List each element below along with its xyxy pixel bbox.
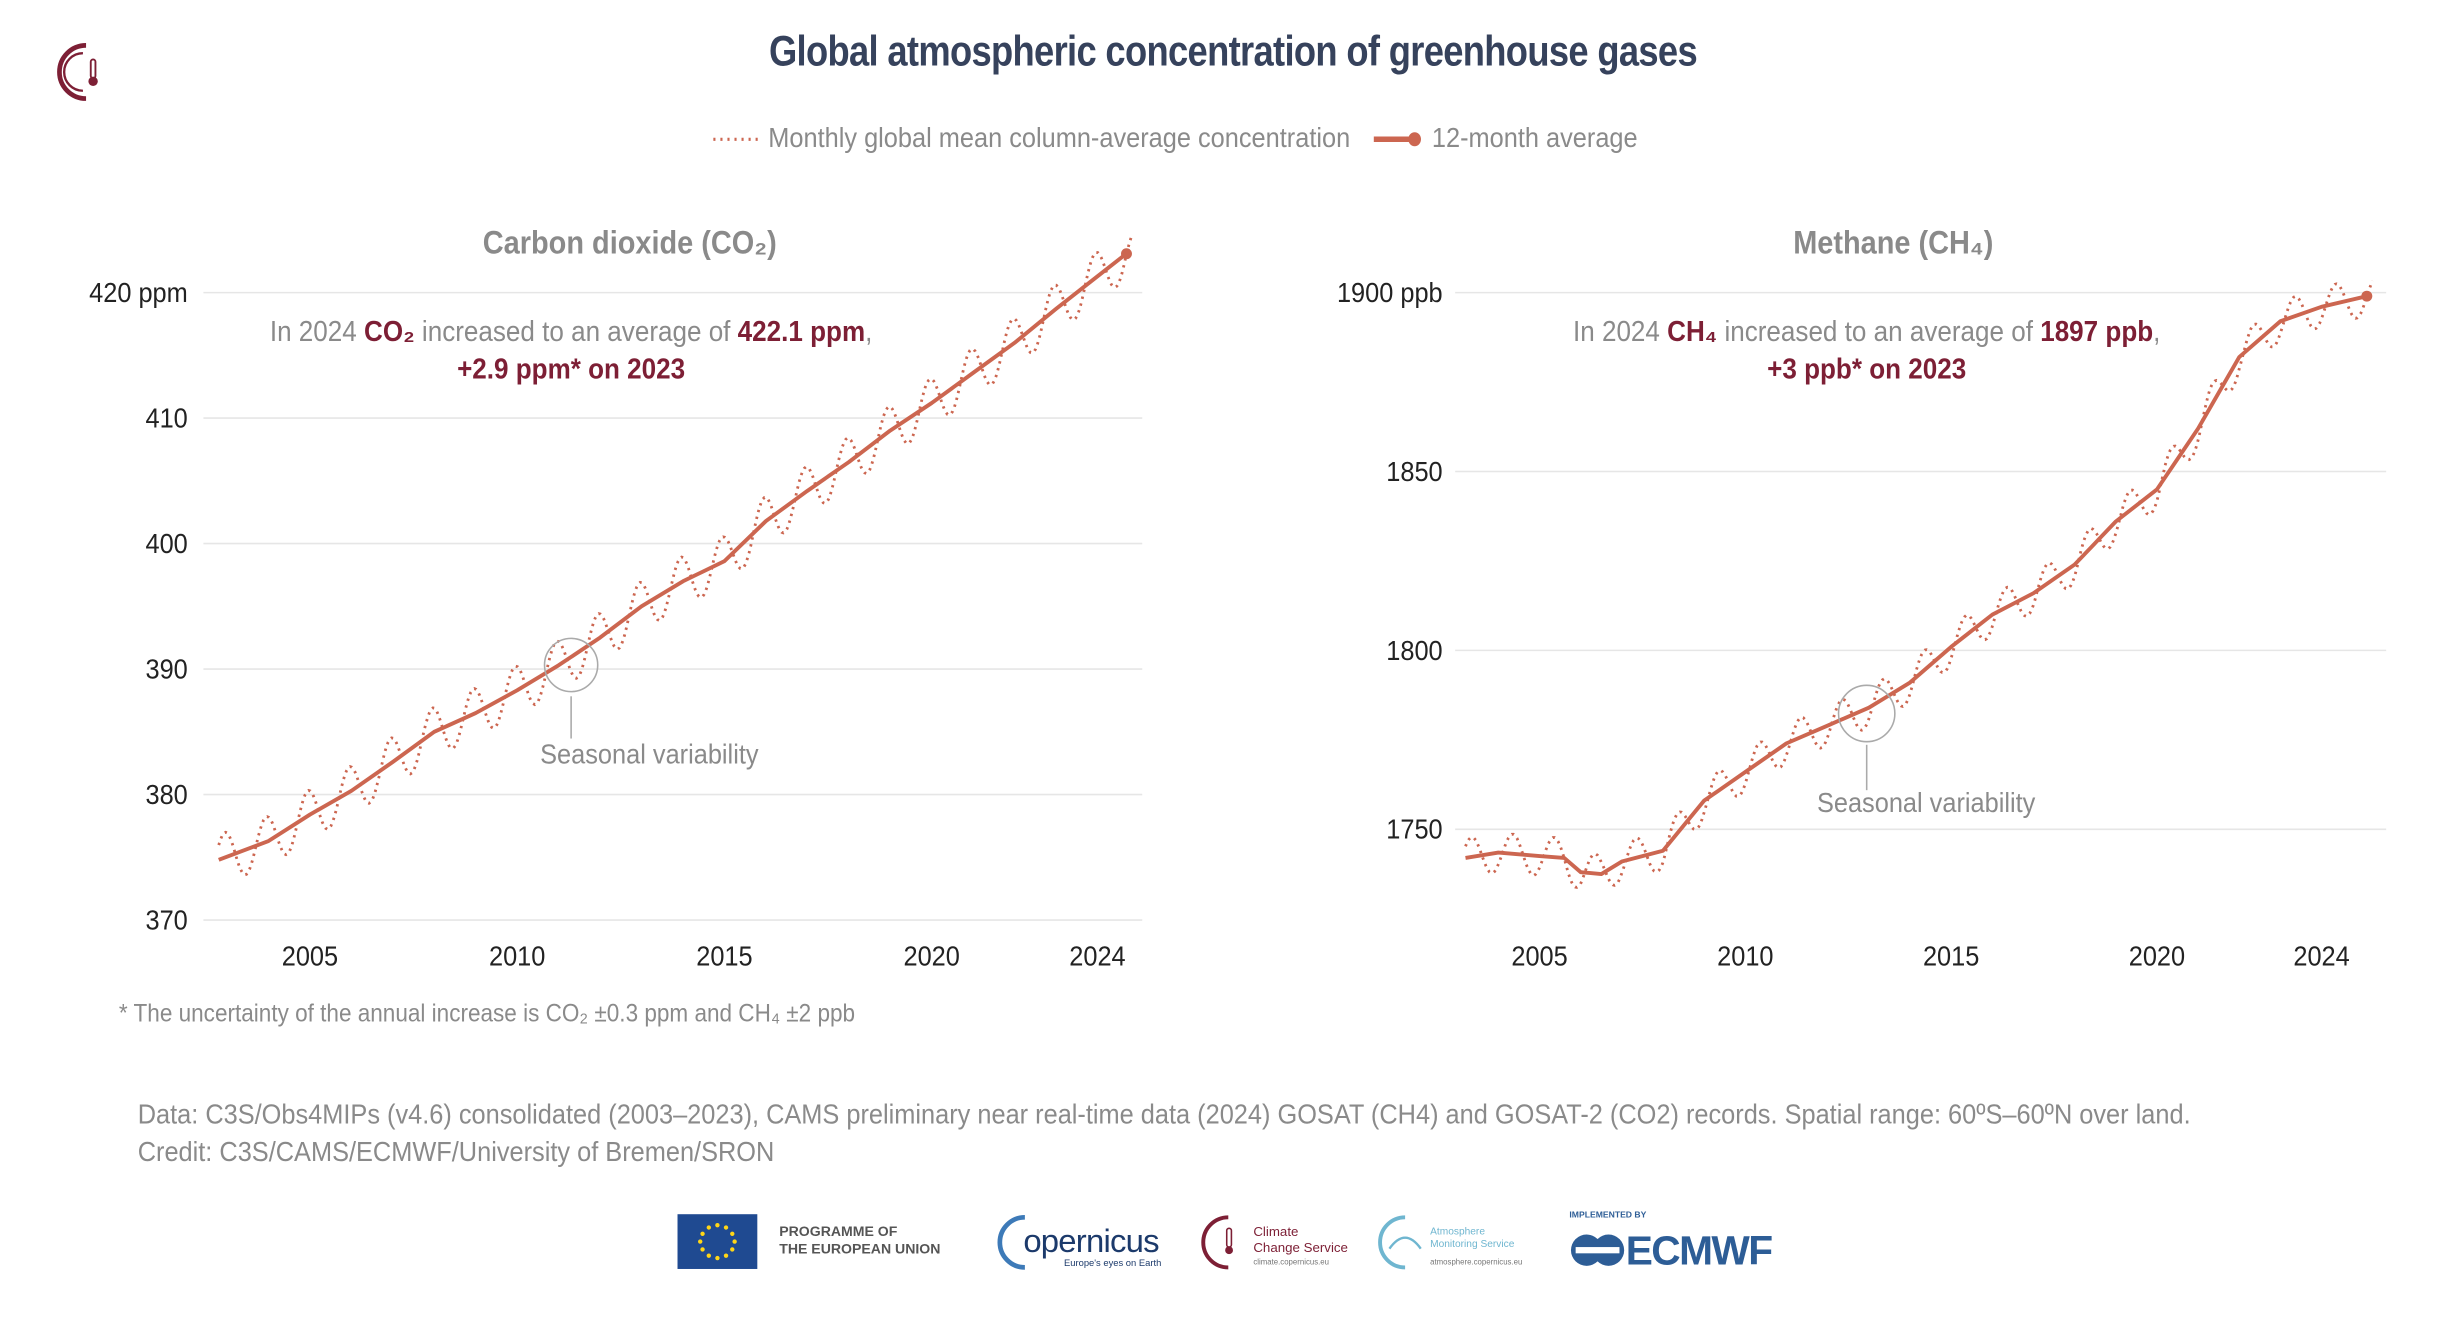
legend-average-label: 12-month average [1431,122,1638,154]
ch4-seasonal-label: Seasonal variability [1816,787,2036,819]
x-tick-label: 2005 [282,940,338,972]
monthly-series-line [217,233,1134,877]
annotation-increase: +2.9 ppm* on 2023 [457,352,686,385]
annotation-text: In 2024 [269,314,365,348]
y-tick-label: 400 [145,528,187,560]
y-tick-label: 1850 [1386,456,1442,488]
x-tick-label: 2010 [1717,940,1773,972]
ch4-chart-title: Methane (CH₄) [1793,225,1994,262]
annotation-text: , [865,314,873,348]
y-tick-label: 420 ppm [89,277,188,309]
c3s-line: Change Service [1253,1239,1348,1255]
x-tick-label: 2005 [1511,940,1567,972]
average-series-line [1465,294,2368,876]
legend: Monthly global mean column-average conce… [712,122,1638,155]
y-tick-label: 410 [145,402,187,434]
cams-url: atmosphere.copernicus.eu [1430,1258,1523,1268]
annotation-text: , [2153,314,2161,348]
c3s-url: climate.copernicus.eu [1253,1258,1329,1268]
ecmwf-symbol-icon [1570,1234,1625,1266]
ecmwf-implemented-by: IMPLEMENTED BY [1569,1211,1647,1221]
annotation-text: increased to an average of [1717,314,2041,348]
y-tick-label: 1900 ppb [1337,277,1443,309]
legend-solid-swatch [1374,131,1422,146]
ecmwf-wordmark: ECMWF [1625,1226,1773,1274]
annotation-value: 422.1 ppm [737,314,866,348]
data-source: Data: C3S/Obs4MIPs (v4.6) consolidated (… [137,1098,2191,1130]
seasonal-variability-circle [1837,684,1896,743]
latest-value-marker [2361,290,2373,302]
cams-line: Monitoring Service [1430,1239,1515,1251]
credit: Credit: C3S/CAMS/ECMWF/University of Bre… [137,1135,775,1168]
y-tick-label: 1800 [1386,635,1442,667]
annotation-value: 1897 ppb [2040,314,2154,348]
x-tick-label: 2015 [1923,940,1979,972]
y-tick-label: 380 [145,779,187,811]
co2-seasonal-label: Seasonal variability [540,738,759,770]
annotation-text: In 2024 [1572,314,1668,348]
eu-programme-logo: PROGRAMME OF THE EUROPEAN UNION [779,1224,940,1258]
x-tick-label: 2024 [2293,940,2349,972]
eu-text: THE EUROPEAN UNION [779,1240,941,1257]
x-tick-label: 2024 [1069,940,1125,972]
x-tick-label: 2020 [903,940,959,972]
x-tick-label: 2020 [2129,940,2185,972]
copernicus-tagline: Europe's eyes on Earth [1063,1259,1162,1269]
legend-dotted-swatch [713,136,759,141]
eu-text: PROGRAMME OF [779,1223,898,1240]
c3s-text: Climate Change Service [1253,1224,1348,1255]
cams-line: Atmosphere [1430,1226,1485,1238]
x-tick-label: 2010 [489,940,545,972]
y-tick-label: 390 [145,653,187,685]
eu-flag-icon [677,1214,758,1269]
cams-arc-icon [1378,1215,1422,1270]
annotation-gas: CO₂ [364,314,415,348]
copernicus-arc-icon [997,1214,1025,1270]
copernicus-wordmark: opernicus [1023,1223,1159,1260]
c3s-line: Climate [1253,1223,1299,1240]
cams-text: Atmosphere Monitoring Service [1430,1227,1514,1252]
y-tick-label: 370 [145,904,187,936]
annotation-text: increased to an average of [414,314,738,348]
average-series-line [218,252,1128,862]
page-title: Global atmospheric concentration of gree… [768,28,1698,76]
source-text: Data: C3S/Obs4MIPs (v4.6) consolidated (… [138,1095,2191,1170]
co2-annotation: In 2024 CO₂ increased to an average of 4… [254,313,888,388]
ch4-annotation: In 2024 CH₄ increased to an average of 1… [1550,313,2184,388]
footnote: * The uncertainty of the annual increase… [118,1001,856,1029]
y-tick-label: 1750 [1386,813,1442,845]
c3s-arc-icon [1201,1215,1233,1270]
annotation-increase: +3 ppb* on 2023 [1767,352,1967,385]
annotation-gas: CH₄ [1667,314,1718,348]
x-tick-label: 2015 [696,940,752,972]
ecmwf-logo: IMPLEMENTED BY ECMWF [1569,1211,1773,1274]
seasonal-variability-circle [543,637,599,693]
co2-chart-title: Carbon dioxide (CO₂) [482,225,777,262]
monthly-series-line [1464,280,2374,889]
latest-value-marker [1121,248,1132,260]
legend-monthly-label: Monthly global mean column-average conce… [768,122,1351,154]
c3s-logo-icon [57,43,98,101]
